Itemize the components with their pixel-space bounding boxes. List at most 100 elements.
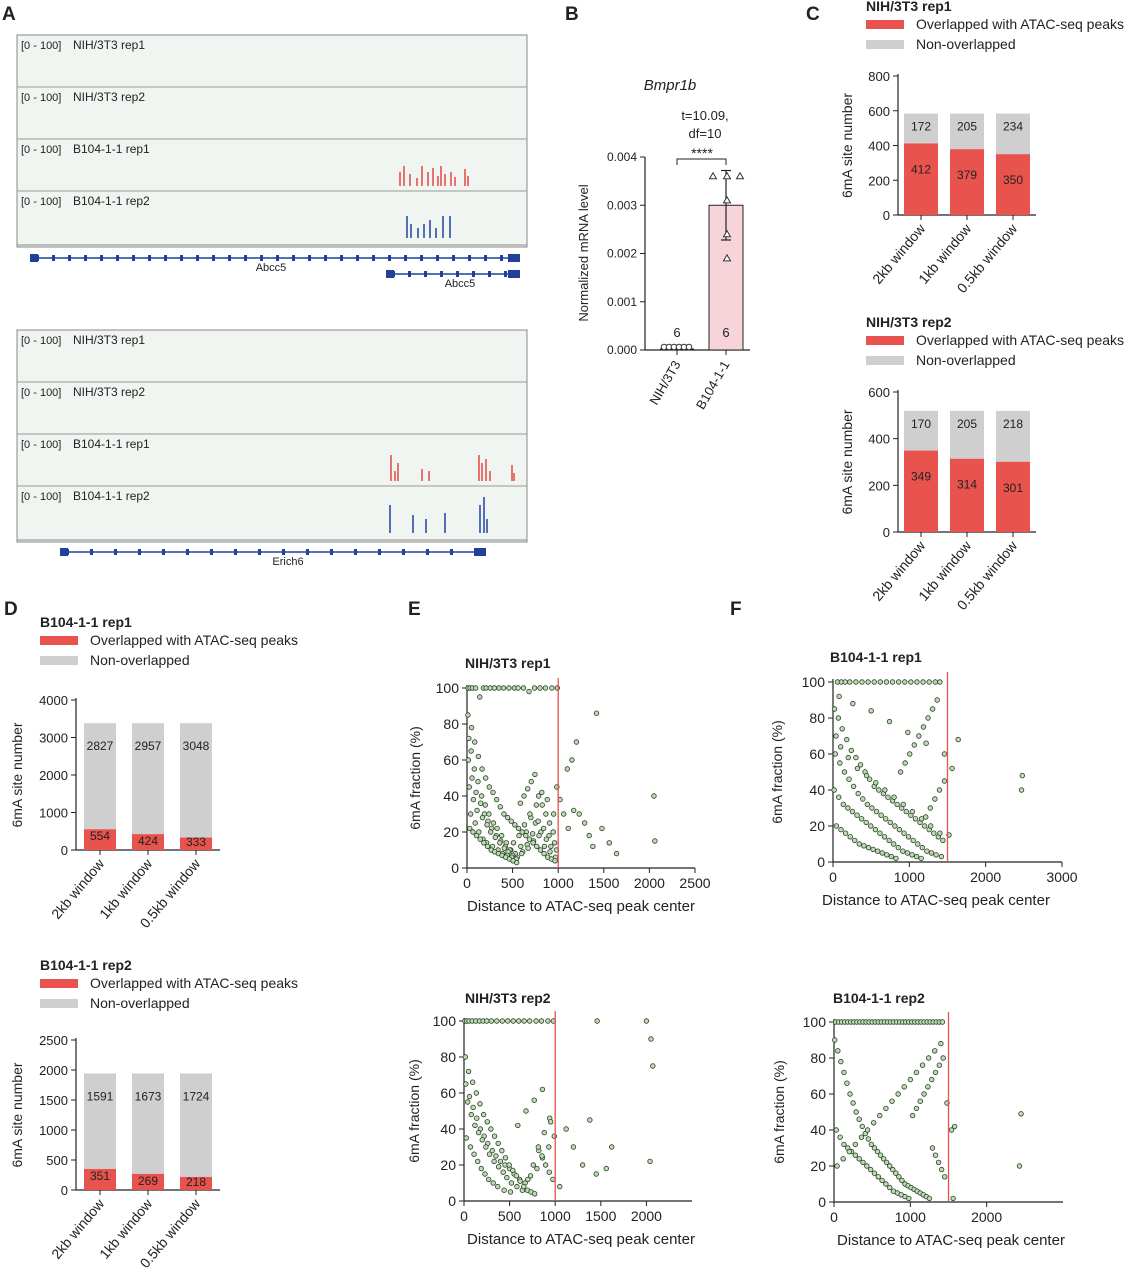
- y-tick-label: 1000: [39, 1123, 68, 1138]
- scatter-point: [523, 1108, 529, 1114]
- scatter-point: [835, 715, 842, 721]
- chart-title: B104-1-1 rep2: [833, 990, 925, 1006]
- scatter-point: [502, 1155, 509, 1161]
- scatter-point: [924, 848, 930, 854]
- scatter-point: [840, 801, 847, 808]
- scatter-point: [507, 1189, 514, 1195]
- scatter-point: [465, 757, 472, 763]
- scatter-point: [897, 769, 904, 775]
- bar-overlapped: [84, 1168, 116, 1190]
- scatter-point: [550, 829, 556, 835]
- scatter-point: [870, 846, 876, 853]
- y-tick-label: 0: [883, 208, 890, 223]
- scatter-point: [541, 1129, 547, 1136]
- y-tick-label: 80: [440, 1049, 456, 1065]
- gene-label: Erich6: [272, 556, 303, 568]
- y-tick-label: 400: [868, 139, 890, 154]
- scatter-point: [857, 762, 864, 768]
- scatter-point: [914, 679, 920, 685]
- scatter-point: [550, 1176, 556, 1183]
- scatter-point: [938, 1166, 945, 1173]
- data-point-b104: [708, 171, 718, 180]
- scatter-point: [518, 843, 524, 850]
- scatter-point: [464, 1099, 471, 1105]
- track-label: NIH/3T3 rep2: [73, 385, 145, 399]
- y-tick-label: 60: [810, 1086, 826, 1102]
- y-tick-label: 3000: [39, 731, 68, 746]
- y-tick-label: 100: [433, 1013, 457, 1029]
- scatter-point: [833, 733, 839, 739]
- scatter-point: [534, 1165, 540, 1172]
- scatter-point: [868, 708, 874, 714]
- scatter-point: [929, 706, 936, 712]
- legend-label: Non-overlapped: [90, 995, 190, 1011]
- gene-exon: [132, 255, 135, 261]
- scatter-point: [613, 850, 620, 857]
- scatter-point: [527, 1173, 534, 1179]
- scatter-point: [532, 771, 538, 778]
- track-label: NIH/3T3 rep1: [73, 333, 145, 347]
- y-tick-label: 60: [809, 746, 825, 762]
- scatter-point: [501, 811, 507, 817]
- scatter-point: [486, 1151, 493, 1157]
- scatter-point: [513, 1173, 520, 1179]
- scatter-point: [833, 1127, 839, 1133]
- scatter-point: [915, 841, 921, 847]
- scatter-point: [871, 679, 877, 685]
- stat-text: t=10.09,: [681, 108, 728, 123]
- scatter-point: [850, 783, 857, 790]
- scatter-point: [581, 820, 588, 826]
- bar-overlapped: [904, 450, 938, 532]
- gene-exon: [196, 255, 199, 261]
- scatter-point: [889, 679, 896, 685]
- gene-exon: [228, 255, 231, 261]
- legend-label: Non-overlapped: [90, 652, 190, 668]
- scatter-point: [848, 747, 855, 754]
- scatter-point: [895, 679, 902, 685]
- scatter-point: [865, 844, 872, 851]
- track-range: [0 - 100]: [21, 92, 61, 104]
- scatter-point: [932, 1048, 938, 1054]
- scatter-point: [889, 1098, 895, 1104]
- bar-value-label: 554: [90, 829, 110, 843]
- scatter-point: [932, 679, 938, 685]
- scatter-point: [887, 1184, 893, 1191]
- scatter-point: [482, 802, 488, 808]
- gene-exon: [116, 255, 119, 261]
- scatter-point: [479, 814, 486, 821]
- y-tick-label: 40: [810, 1122, 826, 1138]
- chart-title: B104-1-1 rep2: [40, 957, 132, 973]
- legend-label: Overlapped with ATAC-seq peaks: [90, 632, 298, 648]
- scatter-point: [1018, 787, 1025, 793]
- bar-non-overlapped: [180, 1073, 212, 1177]
- legend-swatch-non-overlapped: [866, 356, 904, 365]
- gene-exon: [468, 255, 471, 261]
- scatter-point: [884, 852, 890, 858]
- scatter-point: [932, 796, 938, 802]
- scatter-point: [887, 1163, 893, 1169]
- gene-exon: [500, 255, 503, 261]
- scatter-point: [853, 679, 859, 685]
- scatter-point: [941, 1174, 948, 1180]
- scatter-point: [900, 801, 906, 808]
- y-tick-label: 800: [868, 69, 890, 84]
- scatter-point: [531, 685, 538, 691]
- scatter-point: [543, 836, 550, 842]
- gene-exon: [84, 255, 87, 261]
- x-tick-label: 2000: [970, 869, 1001, 885]
- scatter-point: [468, 1111, 474, 1118]
- x-axis-label: Distance to ATAC-seq peak center: [467, 898, 695, 915]
- data-point-b104: [722, 253, 732, 262]
- scatter-point: [885, 794, 891, 800]
- scatter-point: [864, 1127, 871, 1133]
- scatter-point: [870, 1120, 877, 1126]
- scatter-point: [587, 1117, 593, 1123]
- panel-label-f: F: [730, 599, 742, 620]
- gene-exon: [484, 255, 487, 261]
- x-tick-label: 1500: [585, 1208, 616, 1224]
- bar-value-label: 205: [957, 120, 977, 134]
- gene-exon-end: [508, 254, 520, 262]
- y-tick-label: 20: [440, 1157, 456, 1173]
- bar-value-label: 269: [138, 1174, 158, 1188]
